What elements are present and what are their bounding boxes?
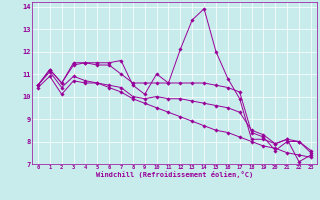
X-axis label: Windchill (Refroidissement éolien,°C): Windchill (Refroidissement éolien,°C) — [96, 171, 253, 178]
